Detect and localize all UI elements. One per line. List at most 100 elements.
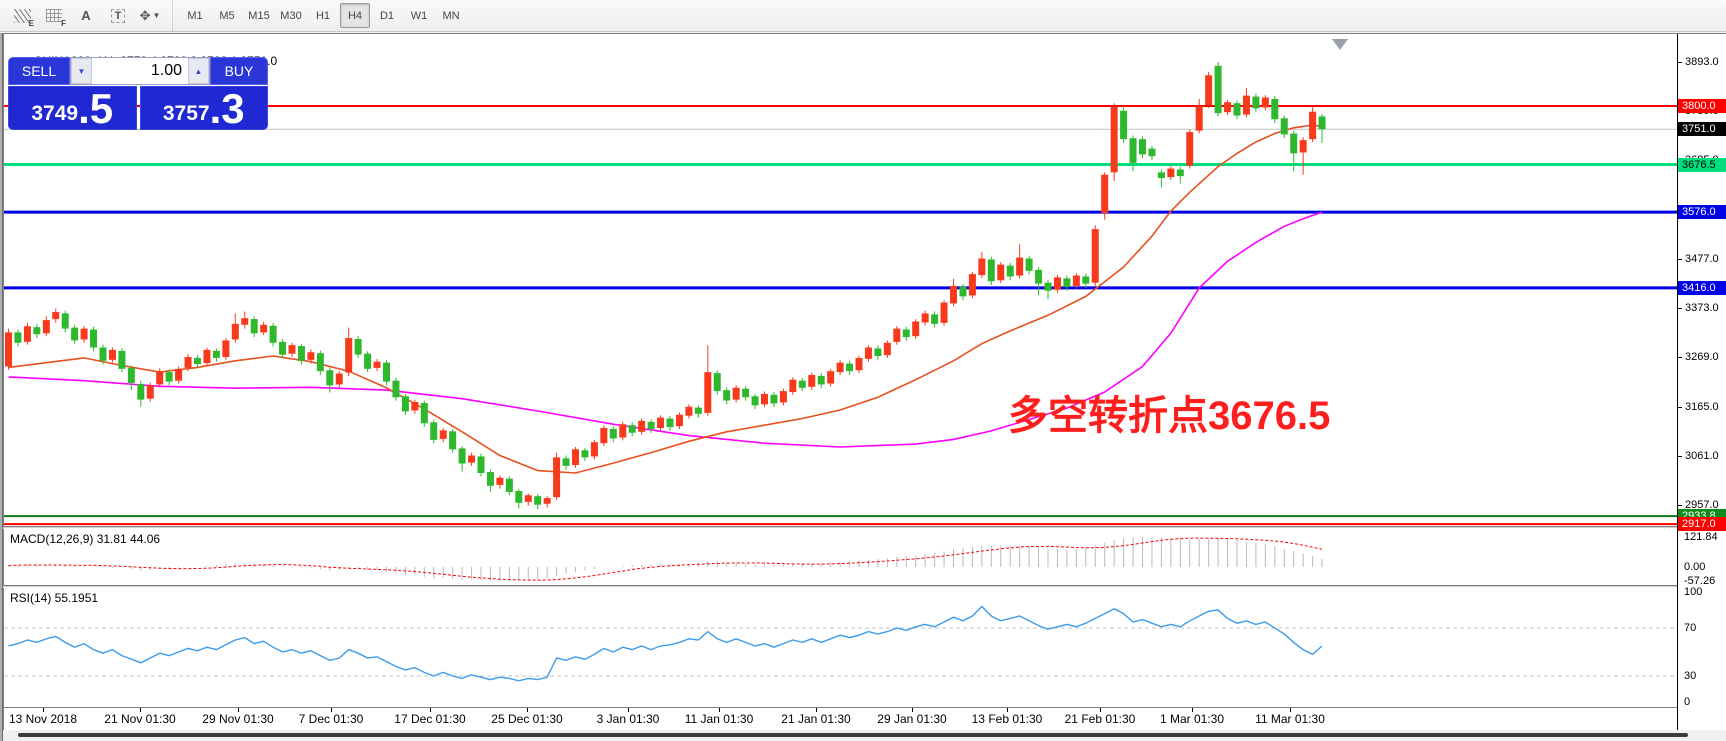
timeframe-h1-button[interactable]: H1 [315,9,331,22]
time-tick-label: 21 Feb 01:30 [1064,712,1136,726]
time-tickmark [1290,708,1291,712]
time-tick-label: 25 Dec 01:30 [491,712,563,726]
price-chart-pane[interactable] [4,34,1677,526]
rsi-axis-label: 0 [1684,696,1691,708]
price-tick-label: 3165.0 [1685,400,1719,413]
timeframe-w1-button[interactable]: W1 [410,9,428,22]
price-tick-label: 2957.0 [1685,499,1719,512]
chevron-down-icon: ▼ [152,11,161,20]
price-tickmark [1678,455,1682,457]
time-axis[interactable]: 13 Nov 2018 21 Nov 01:30 29 Nov 01:30 7 Dec… [4,708,1677,730]
sell-price-main: 3749 [31,102,79,125]
price-badge: 3416.0 [1678,280,1726,295]
buy-price-decimal: .3 [209,85,245,132]
chinese-annotation-text: 多空转折点3676.5 [1008,394,1331,438]
price-tick-label: 3061.0 [1685,449,1719,462]
timeframe-d1-button[interactable]: D1 [379,9,395,22]
time-tickmark [912,708,913,712]
timeframe-m15-button[interactable]: M15 [248,9,270,22]
main-toolbar: E F A T ✥ ▼ M1 M5 M15 M30 H1 H4 D1 W1 MN [0,0,1726,32]
time-tickmark [140,708,141,712]
macd-axis-label: 0.00 [1684,561,1706,573]
window-left-frame [0,33,3,741]
time-tickmark [1007,708,1008,712]
price-badge: 3751.0 [1678,122,1726,137]
time-tickmark [1100,708,1101,712]
one-click-trade-panel: SELL ▼ 1.00 ▲ BUY 3749 .5 3757 .3 [8,57,268,132]
price-tick-label: 3373.0 [1685,302,1719,315]
volume-increase-button[interactable]: ▲ [188,58,209,84]
price-tick-label: 3477.0 [1685,252,1719,265]
time-tickmark [331,708,332,712]
time-tick-label: 13 Feb 01:30 [971,712,1043,726]
price-tick-label: 3269.0 [1685,351,1719,364]
time-tickmark [1192,708,1193,712]
horizontal-scrollbar[interactable] [3,730,1726,741]
pane-separator-rsi-dates [3,707,1726,708]
sell-button[interactable]: SELL [8,57,70,85]
price-tickmark [1678,308,1682,310]
price-tick-label: 3893.0 [1685,56,1719,68]
text-label-icon: T [110,8,126,23]
fibonacci-grid-button[interactable]: F [40,3,68,29]
rsi-pane[interactable] [4,588,1677,707]
time-tickmark [719,708,720,712]
rsi-indicator-label: RSI(14) 55.1951 [10,591,99,605]
volume-spinner: ▼ 1.00 ▲ [70,57,210,85]
time-tick-label: 13 Nov 2018 [8,712,78,726]
timeframe-m30-button[interactable]: M30 [280,9,302,22]
time-tickmark [816,708,817,712]
macd-axis-label: -57.26 [1684,575,1716,588]
price-badge: 3676.5 [1678,157,1726,172]
price-badge: 3576.0 [1678,205,1726,220]
buy-price-display[interactable]: 3757 .3 [139,85,268,132]
time-tick-label: 1 Mar 01:30 [1159,712,1225,726]
time-tick-label: 7 Dec 01:30 [298,712,364,726]
time-tickmark [238,708,239,712]
time-tick-label: 29 Nov 01:30 [202,712,274,726]
scrollbar-thumb[interactable] [18,733,1688,737]
price-tickmark [1678,505,1682,507]
time-tick-label: 21 Nov 01:30 [104,712,176,726]
grid-icon [46,9,62,22]
rsi-axis-label: 30 [1684,670,1697,682]
volume-decrease-button[interactable]: ▼ [71,58,92,84]
text-label-tool-button[interactable]: T [104,3,132,29]
timeframes-group: M1 M5 M15 M30 H1 H4 D1 W1 MN [172,0,473,31]
sell-price-decimal: .5 [78,85,114,132]
price-tickmark [1678,406,1682,408]
time-tickmark [628,708,629,712]
time-tickmark [430,708,431,712]
macd-axis-label: 121.84 [1684,530,1718,543]
drawing-tools-group: E F A T ✥ ▼ [0,0,172,31]
rsi-axis-label: 70 [1684,622,1697,634]
timeframe-m5-button[interactable]: M5 [219,9,235,22]
buy-price-main: 3757 [162,102,210,125]
volume-value[interactable]: 1.00 [150,62,182,79]
cursor-mode-button[interactable]: ✥ ▼ [136,3,164,29]
price-tickmark [1678,357,1682,359]
arrow-down-marker-icon [1332,39,1348,50]
cursor-arrows-icon: ✥ [139,7,151,23]
time-tick-label: 11 Jan 01:30 [684,712,754,726]
pane-separator-main-macd[interactable] [3,526,1726,529]
time-tick-label: 11 Mar 01:30 [1255,712,1325,726]
time-tick-label: 3 Jan 01:30 [596,712,660,726]
price-axis[interactable]: 3893.03789.03685.03477.03373.03269.03165… [1677,34,1726,734]
macd-pane[interactable] [4,529,1677,585]
price-badge: 2917.0 [1678,517,1726,532]
time-tick-label: 21 Jan 01:30 [781,712,851,726]
time-tickmark [43,708,44,712]
expert-advisors-button[interactable]: E [8,3,36,29]
buy-button[interactable]: BUY [210,57,268,85]
rsi-axis-label: 100 [1684,586,1703,598]
arrow-tool-button[interactable]: A [81,8,91,23]
timeframe-m1-button[interactable]: M1 [187,9,203,22]
timeframe-mn-button[interactable]: MN [442,9,460,22]
sell-price-display[interactable]: 3749 .5 [8,85,137,132]
pane-separator-macd-rsi[interactable] [3,585,1726,588]
price-tickmark [1678,258,1682,260]
price-tickmark [1678,62,1682,63]
time-tick-label: 29 Jan 01:30 [877,712,947,726]
timeframe-h4-button[interactable]: H4 [340,3,370,28]
